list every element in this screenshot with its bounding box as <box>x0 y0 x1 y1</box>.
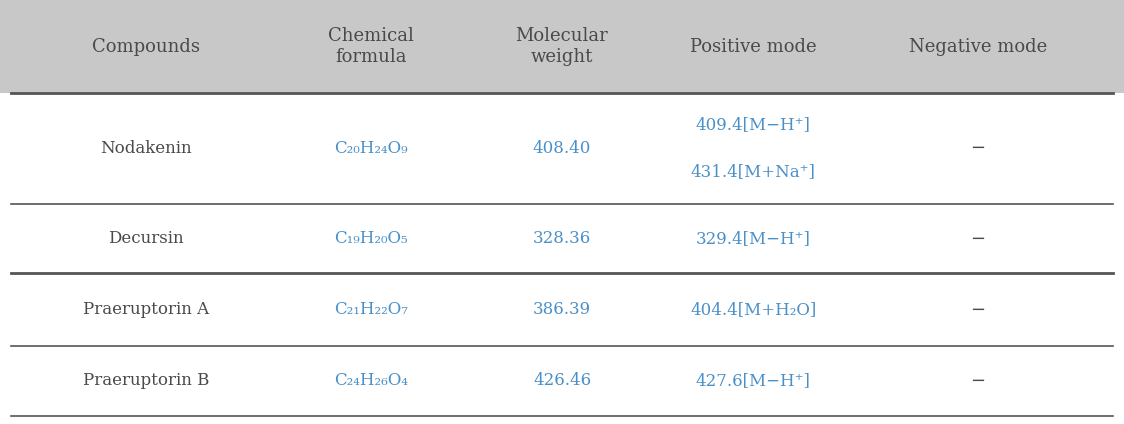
Text: Praeruptorin B: Praeruptorin B <box>83 372 209 389</box>
Text: C₂₁H₂₂O₇: C₂₁H₂₂O₇ <box>334 301 408 318</box>
Text: −: − <box>970 229 986 248</box>
Text: 404.4[M+H₂O]: 404.4[M+H₂O] <box>690 301 816 318</box>
Text: 329.4[M−H⁺]: 329.4[M−H⁺] <box>696 230 810 247</box>
Text: C₁₉H₂₀O₅: C₁₉H₂₀O₅ <box>334 230 408 247</box>
Text: C₂₄H₂₆O₄: C₂₄H₂₆O₄ <box>334 372 408 389</box>
Text: 409.4[M−H⁺]: 409.4[M−H⁺] <box>696 117 810 134</box>
Text: Molecular
weight: Molecular weight <box>516 27 608 66</box>
Text: 427.6[M−H⁺]: 427.6[M−H⁺] <box>696 372 810 389</box>
Text: 386.39: 386.39 <box>533 301 591 318</box>
Text: Chemical
formula: Chemical formula <box>328 27 414 66</box>
Text: −: − <box>970 139 986 157</box>
FancyBboxPatch shape <box>0 0 1124 93</box>
Text: C₂₀H₂₄O₉: C₂₀H₂₄O₉ <box>334 140 408 157</box>
Text: 431.4[M+Na⁺]: 431.4[M+Na⁺] <box>690 163 816 180</box>
Text: Positive mode: Positive mode <box>690 38 816 56</box>
Text: Praeruptorin A: Praeruptorin A <box>83 301 209 318</box>
Text: −: − <box>970 371 986 390</box>
Text: Compounds: Compounds <box>92 38 200 56</box>
Text: 328.36: 328.36 <box>533 230 591 247</box>
Text: 426.46: 426.46 <box>533 372 591 389</box>
Text: Negative mode: Negative mode <box>909 38 1046 56</box>
Text: 408.40: 408.40 <box>533 140 591 157</box>
Text: −: − <box>970 301 986 318</box>
Text: Decursin: Decursin <box>108 230 184 247</box>
Text: Nodakenin: Nodakenin <box>100 140 192 157</box>
